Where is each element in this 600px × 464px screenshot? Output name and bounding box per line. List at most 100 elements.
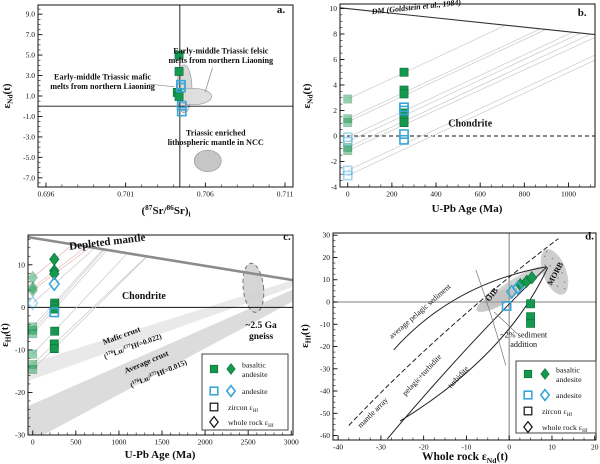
annotation: Chondrite — [448, 118, 492, 129]
annotation: gneiss — [249, 332, 274, 342]
series-sqo — [176, 79, 187, 117]
series-dio-initial — [26, 295, 39, 311]
marker-dik — [209, 415, 219, 429]
x-axis-label: (87Sr/86Sr)i — [141, 203, 190, 219]
evolution-line — [347, 37, 596, 151]
legend-label: zircon εHf — [228, 403, 258, 414]
series-sqo — [501, 301, 512, 311]
x-axis-label: Whole rock εNd(t) — [422, 451, 508, 464]
marker-dif — [540, 368, 550, 380]
annotation: Chondrite — [122, 291, 166, 302]
x-tick-label: 1000 — [111, 438, 126, 447]
marker-sqf — [174, 67, 184, 76]
x-axis-label: U-Pb Age (Ma) — [432, 203, 503, 215]
y-tick-label: 0 — [21, 303, 25, 312]
legend-label: whole rock εHf — [228, 418, 274, 429]
marker-sqf — [343, 143, 353, 152]
x-tick-label: 200 — [386, 190, 398, 199]
annotation: Early-middle Triassic felsic — [173, 47, 269, 56]
y-tick-label: -1.0 — [23, 112, 35, 121]
evolution-line — [347, 59, 596, 176]
annotation: addition — [510, 340, 537, 349]
field-ellipse — [540, 249, 569, 295]
annotation: pelagic+turbidite — [400, 352, 443, 398]
annotation: DM (Goldstein et al., 1984) — [370, 0, 462, 16]
y-tick-label: 20 — [323, 253, 331, 262]
marker-dif — [49, 267, 60, 281]
y-tick-label: -30 — [15, 431, 25, 440]
y-axis-label: εNd(t) — [301, 83, 315, 108]
y-tick-label: 5.0 — [26, 51, 36, 60]
evolution-line — [27, 235, 294, 282]
y-tick-label: 2 — [333, 106, 337, 115]
x-tick-label: 3000 — [284, 438, 299, 447]
marker-sqf — [399, 89, 409, 99]
x-tick-label: 500 — [70, 438, 82, 447]
panel-c-svg: 0 500 1000 1500 2000 2500 3000 -30 -20 -10 0 10 U-Pb… — [0, 232, 299, 461]
marker-sqf — [174, 92, 184, 101]
x-tick-label: -20 — [419, 443, 429, 452]
y-tick-label: -2 — [331, 157, 337, 166]
marker-sqf — [50, 326, 60, 336]
marker-sqo — [399, 129, 409, 139]
y-tick-label: 4 — [333, 80, 337, 89]
annotation: Early-middle Triassic mafic — [54, 73, 151, 82]
y-tick-label: 30 — [323, 232, 331, 240]
marker-sqf — [28, 325, 38, 335]
x-tick-label: -10 — [461, 443, 471, 452]
x-tick-label: 1000 — [561, 190, 576, 199]
x-tick-label: 0.701 — [117, 190, 134, 199]
x-tick-label: 2000 — [198, 438, 213, 447]
panel-c: 0 500 1000 1500 2000 2500 3000 -30 -20 -10 0 10 U-Pb… — [0, 232, 300, 464]
series-sqf-initial — [343, 94, 353, 156]
axes: 0.696 0.701 0.706 0.711 9.0 7.0 5.0 3.0 1.0 -1.0 -… — [1, 4, 294, 219]
y-tick-label: 0 — [326, 298, 330, 307]
y-tick-label: -7.0 — [23, 173, 35, 182]
marker-sqf — [209, 364, 219, 374]
y-tick-label: -10 — [15, 345, 25, 354]
y-tick-label: 10 — [330, 4, 338, 13]
legend-label: andesite — [242, 370, 268, 379]
marker-sqo — [501, 301, 512, 311]
series-dif-initial — [27, 270, 38, 298]
x-tick-label: 0 — [346, 190, 350, 199]
marker-sqo — [209, 386, 219, 396]
series-sqf-initial — [28, 322, 38, 374]
y-axis-label: εHf(t) — [300, 324, 313, 348]
marker-dio — [26, 295, 39, 311]
marker-dik — [523, 420, 533, 434]
marker-sqo — [342, 132, 353, 143]
legend-label: basaltic — [556, 365, 580, 374]
y-tick-label: 10 — [18, 260, 26, 269]
marker-dif — [49, 252, 60, 266]
panel-b: 0 200 400 600 800 1000 -4 -2 0 2 4 6 8 10 U-Pb Age (Ma… — [300, 0, 600, 232]
series-sqo — [399, 102, 409, 145]
y-tick-label: 10 — [323, 275, 331, 284]
marker-sqf — [343, 146, 353, 156]
legend-label: andesite — [242, 387, 268, 396]
y-tick-label: -5.0 — [23, 153, 35, 162]
x-tick-label: 0.711 — [277, 190, 294, 199]
panel-d-svg: -40 -30 -20 -10 0 10 20 -60 -50 -40 -30 -20 -10 0 10 20… — [300, 232, 599, 464]
panel-a: 0.696 0.701 0.706 0.711 9.0 7.0 5.0 3.0 1.0 -1.0 -… — [0, 0, 300, 232]
mixing-curve — [393, 266, 547, 351]
axes: 0 500 1000 1500 2000 2500 3000 -30 -20 -10 0 10 U-Pb… — [0, 234, 299, 461]
annotation: lithospheric mantle in NCC — [168, 138, 264, 147]
axes: 0 200 400 600 800 1000 -4 -2 0 2 4 6 8 10 U-Pb Age (Ma… — [301, 3, 596, 215]
marker-sqf — [28, 329, 38, 339]
evolution-line — [347, 28, 541, 120]
evolution-line — [347, 32, 582, 143]
y-tick-label: 8 — [333, 29, 337, 38]
series-dio — [505, 280, 524, 300]
annotation: c. — [283, 232, 291, 243]
y-tick-label: 0 — [333, 131, 337, 140]
y-tick-label: -60 — [320, 431, 330, 440]
evolution-line — [32, 248, 104, 328]
evolution-line — [347, 54, 596, 171]
series-sqf — [399, 67, 409, 127]
y-tick-label: -30 — [320, 364, 330, 373]
legend-label: zircon εHf — [542, 407, 572, 418]
marker-sqf — [28, 349, 38, 359]
